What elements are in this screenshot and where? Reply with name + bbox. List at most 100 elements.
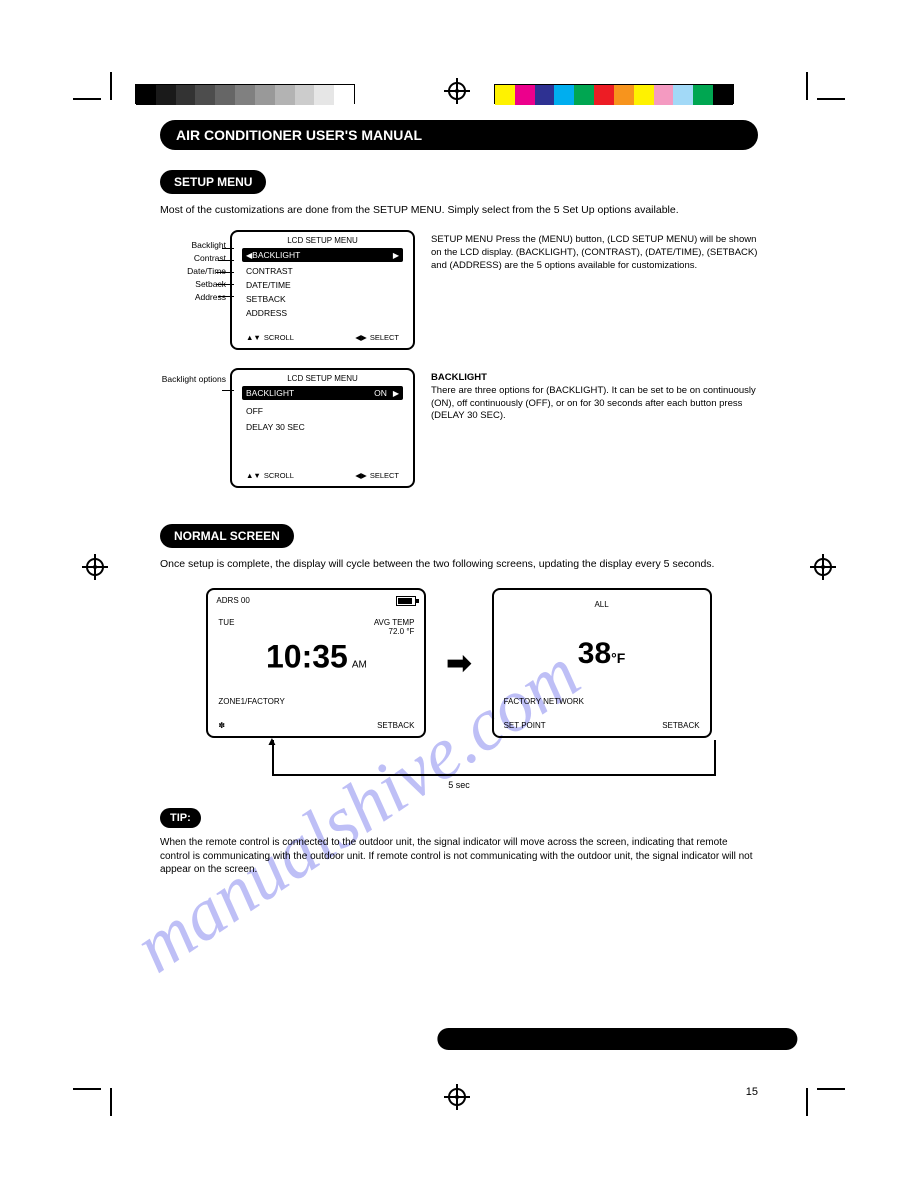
footer-label: SELECT (370, 333, 399, 342)
crop-mark (73, 1088, 101, 1090)
zone-label: ZONE1/FACTORY (218, 697, 284, 706)
leader-line (218, 260, 234, 261)
swatch (314, 85, 334, 105)
side-label: Backlight options (160, 374, 226, 384)
menu-item-label: BACKLIGHT (246, 388, 374, 398)
ampm: AM (352, 660, 367, 671)
arrow-right-icon: ➡ (446, 646, 471, 681)
menu-item-label: DELAY 30 SEC (246, 422, 399, 432)
menu-item: SETBACK (246, 292, 399, 306)
menu-item-label: OFF (246, 406, 399, 416)
fan-icon: ✽ (218, 721, 225, 730)
crop-mark (817, 98, 845, 100)
side-label: Address (160, 292, 226, 302)
swatch (634, 85, 654, 105)
crop-mark (806, 1088, 808, 1116)
swatch (275, 85, 295, 105)
side-label: Contrast (160, 253, 226, 263)
side-label: Date/Time (160, 266, 226, 276)
setback-label: SETBACK (377, 721, 414, 730)
tip-text: When the remote control is connected to … (160, 836, 758, 877)
time-value: 10:35 (266, 639, 348, 676)
all-label: ALL (594, 600, 608, 609)
loopback-arrow (272, 740, 716, 776)
menu-item-label: ADDRESS (246, 308, 399, 318)
crop-mark (817, 1088, 845, 1090)
triangle-right-icon: ▶ (393, 251, 399, 260)
swatch (334, 85, 354, 105)
crop-mark (73, 98, 101, 100)
loopback-label: 5 sec (448, 780, 470, 790)
menu-item: ADDRESS (246, 306, 399, 320)
setback-label: SETBACK (662, 721, 699, 730)
page-number: 15 (746, 1086, 758, 1098)
page-title: AIR CONDITIONER USER'S MANUAL (160, 120, 758, 150)
avg-temp-value: 72.0 °F (389, 627, 415, 636)
menu-item-label: CONTRAST (246, 266, 399, 276)
side-labels: Backlight Contrast Date/Time Setback Add… (160, 230, 230, 302)
description-text: SETUP MENU Press the (MENU) button, (LCD… (415, 230, 758, 272)
section-heading-normal-screen: NORMAL SCREEN (160, 524, 294, 548)
swatch (713, 85, 733, 105)
swatch (295, 85, 315, 105)
lcd-screen-menu-2: LCD SETUP MENU BACKLIGHT ON ▶ OFF DELAY … (230, 368, 415, 488)
menu-item: OFF (246, 404, 399, 418)
swatch (574, 85, 594, 105)
tip-heading: TIP: (160, 808, 201, 828)
leader-line (216, 284, 234, 285)
lcd-title: LCD SETUP MENU (287, 374, 358, 383)
battery-icon (396, 596, 416, 608)
setpoint-number: 38 (578, 637, 611, 670)
crop-mark (806, 72, 808, 100)
menu-item: ◀ BACKLIGHT ▶ (242, 248, 403, 262)
leader-line (218, 296, 234, 297)
factory-label: FACTORY NETWORK (504, 697, 584, 706)
menu-item-value: ON (374, 388, 387, 398)
leader-line (216, 272, 234, 273)
side-label: Backlight (160, 240, 226, 250)
crop-mark (110, 1088, 112, 1116)
up-down-icon: ▲▼ (246, 471, 261, 480)
menu-item-label: DATE/TIME (246, 280, 399, 290)
swatch (195, 85, 215, 105)
normal-screen-row: ADRS 00 TUE AVG TEMP 72.0 °F 10:35 AM ZO… (160, 588, 758, 738)
registration-mark (444, 1084, 470, 1110)
swatch (255, 85, 275, 105)
swatch (515, 85, 535, 105)
description-body: There are three options for (BACKLIGHT).… (431, 385, 756, 422)
intro-text: Most of the customizations are done from… (160, 204, 758, 216)
grayscale-bar (135, 84, 355, 104)
clock-time: 10:35 AM (266, 639, 367, 676)
description-text: BACKLIGHT There are three options for (B… (415, 368, 758, 423)
menu-item: DATE/TIME (246, 278, 399, 292)
swatch (176, 85, 196, 105)
bottom-bar (437, 1028, 797, 1050)
lcd-screen-menu-1: LCD SETUP MENU ◀ BACKLIGHT ▶ CONTRAST DA… (230, 230, 415, 350)
menu-item: CONTRAST (246, 264, 399, 278)
lcd-footer: ▲▼SCROLL ◀▶SELECT (246, 333, 399, 342)
lcd-title: LCD SETUP MENU (287, 236, 358, 245)
normal-screen-2: ALL 38°F FACTORY NETWORK SET POINT SETBA… (492, 588, 712, 738)
description-title: BACKLIGHT (431, 372, 487, 383)
registration-mark (810, 554, 836, 580)
intro-text: Once setup is complete, the display will… (160, 558, 758, 570)
swatch (136, 85, 156, 105)
swatch (235, 85, 255, 105)
day-of-week: TUE (218, 618, 234, 627)
side-labels: Backlight options (160, 368, 230, 384)
color-bar (494, 84, 734, 104)
swatch (215, 85, 235, 105)
swatch (654, 85, 674, 105)
triangle-right-icon: ▶ (393, 389, 399, 398)
address-label: ADRS 00 (216, 596, 249, 605)
menu-item: DELAY 30 SEC (246, 420, 399, 434)
footer-label: SELECT (370, 471, 399, 480)
footer-label: SCROLL (264, 471, 294, 480)
avg-temp-label: AVG TEMP (374, 618, 415, 627)
swatch (156, 85, 176, 105)
registration-mark (82, 554, 108, 580)
swatch (614, 85, 634, 105)
swatch (673, 85, 693, 105)
menu-row-2: Backlight options LCD SETUP MENU BACKLIG… (160, 368, 758, 488)
setpoint-label: SET POINT (504, 721, 546, 730)
